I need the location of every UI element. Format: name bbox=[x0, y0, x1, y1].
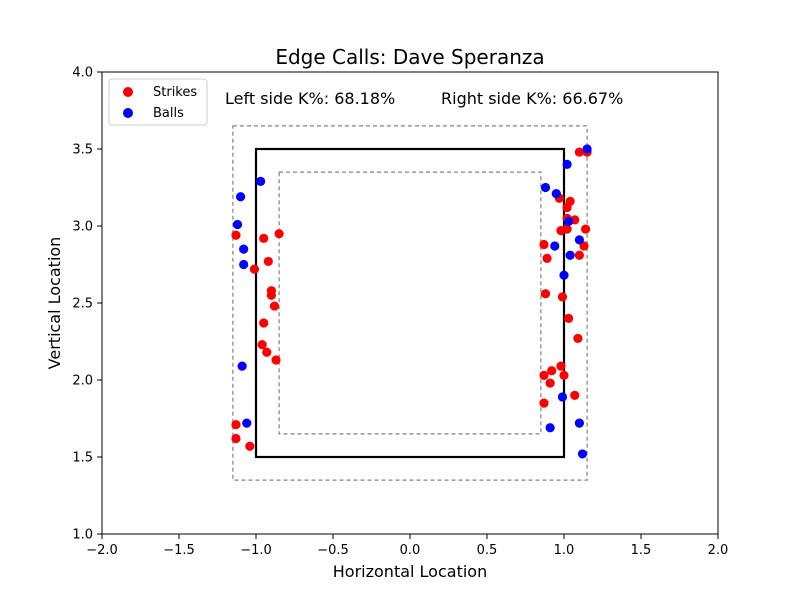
y-axis-ticks: 1.0 1.5 2.0 2.5 3.0 3.5 4.0 bbox=[72, 66, 102, 543]
strikes-point bbox=[556, 361, 566, 371]
balls-point bbox=[565, 250, 575, 260]
balls-point bbox=[564, 216, 574, 226]
x-axis-label: Horizontal Location bbox=[333, 562, 487, 581]
strikes-point bbox=[574, 147, 585, 157]
outer-zone-boundary bbox=[232, 125, 588, 481]
strikes-point bbox=[231, 420, 241, 430]
x-axis-ticks: −2.0 −1.5 −1.0 −0.5 0.0 0.5 1.0 1.5 2.0 bbox=[86, 534, 728, 558]
balls-point bbox=[551, 189, 561, 199]
strikes-point bbox=[573, 333, 583, 344]
strikes-point bbox=[557, 292, 568, 302]
balls-point bbox=[236, 192, 246, 202]
x-tick-label: 1.5 bbox=[631, 543, 652, 558]
balls-point bbox=[540, 182, 551, 193]
strikes-point bbox=[249, 264, 260, 274]
legend-strikes-marker bbox=[123, 87, 133, 97]
y-tick-label: 3.0 bbox=[72, 220, 93, 235]
strikes-point bbox=[257, 339, 267, 350]
strikes-point bbox=[263, 256, 273, 267]
strikes-point bbox=[231, 230, 241, 240]
strikes-point bbox=[565, 196, 575, 206]
balls-point bbox=[562, 159, 572, 169]
x-tick-label: −1.5 bbox=[163, 543, 195, 558]
y-axis-label: Vertical Location bbox=[45, 237, 64, 370]
zone-layer bbox=[232, 125, 588, 481]
strike-zone-boundary bbox=[254, 147, 566, 459]
strikes-point bbox=[539, 239, 549, 250]
balls-point bbox=[237, 361, 247, 371]
y-tick-label: 1.5 bbox=[72, 451, 93, 466]
strikes-point bbox=[259, 318, 269, 328]
inner-zone-boundary bbox=[278, 171, 542, 435]
strikes-point bbox=[547, 366, 557, 376]
balls-point bbox=[239, 259, 249, 270]
y-tick-label: 3.5 bbox=[72, 143, 93, 158]
x-tick-label: 0.0 bbox=[400, 543, 421, 558]
x-tick-label: −2.0 bbox=[86, 543, 118, 558]
data-points-layer bbox=[231, 144, 592, 459]
x-tick-label: 2.0 bbox=[708, 543, 729, 558]
strikes-point bbox=[539, 398, 549, 408]
legend: Strikes Balls bbox=[108, 78, 208, 126]
balls-point bbox=[232, 219, 243, 230]
chart-title: Edge Calls: Dave Speranza bbox=[275, 45, 544, 69]
strikes-point bbox=[574, 250, 585, 260]
balls-point bbox=[574, 235, 585, 245]
strikes-point bbox=[259, 233, 269, 243]
right-k-annotation: Right side K%: 66.67% bbox=[441, 89, 623, 108]
y-tick-label: 2.0 bbox=[72, 374, 93, 389]
x-tick-label: 0.5 bbox=[477, 543, 498, 558]
strikes-point bbox=[245, 441, 255, 451]
balls-point bbox=[545, 423, 555, 433]
strikes-point bbox=[570, 390, 580, 400]
strikes-point bbox=[271, 355, 281, 365]
strikes-point bbox=[545, 378, 555, 388]
legend-strikes-label: Strikes bbox=[153, 85, 197, 100]
balls-point bbox=[577, 449, 588, 459]
balls-point bbox=[559, 270, 569, 280]
balls-point bbox=[574, 418, 585, 428]
y-tick-label: 2.5 bbox=[72, 297, 93, 312]
strikes-point bbox=[540, 289, 551, 299]
balls-point bbox=[550, 241, 560, 251]
balls-point bbox=[582, 144, 592, 154]
balls-point bbox=[242, 418, 252, 428]
y-tick-label: 4.0 bbox=[72, 66, 93, 81]
legend-balls-marker bbox=[123, 108, 133, 118]
strikes-point bbox=[564, 313, 574, 323]
strikes-point bbox=[559, 370, 569, 380]
strikes-point bbox=[266, 290, 276, 300]
balls-point bbox=[239, 244, 249, 254]
legend-box bbox=[108, 78, 208, 126]
strikes-point bbox=[274, 229, 284, 239]
strikes-point bbox=[562, 224, 572, 234]
strikes-point bbox=[269, 301, 280, 311]
balls-point bbox=[557, 392, 568, 402]
x-tick-label: −1.0 bbox=[240, 543, 272, 558]
y-tick-label: 1.0 bbox=[72, 528, 93, 543]
strikes-point bbox=[580, 224, 591, 234]
strikes-point bbox=[539, 370, 549, 380]
x-tick-label: 1.0 bbox=[554, 543, 575, 558]
legend-balls-label: Balls bbox=[153, 106, 184, 121]
strikes-point bbox=[262, 347, 272, 357]
balls-point bbox=[256, 176, 266, 186]
x-tick-label: −0.5 bbox=[317, 543, 349, 558]
strikes-point bbox=[542, 253, 552, 263]
strikes-point bbox=[231, 433, 241, 444]
left-k-annotation: Left side K%: 68.18% bbox=[225, 89, 395, 108]
